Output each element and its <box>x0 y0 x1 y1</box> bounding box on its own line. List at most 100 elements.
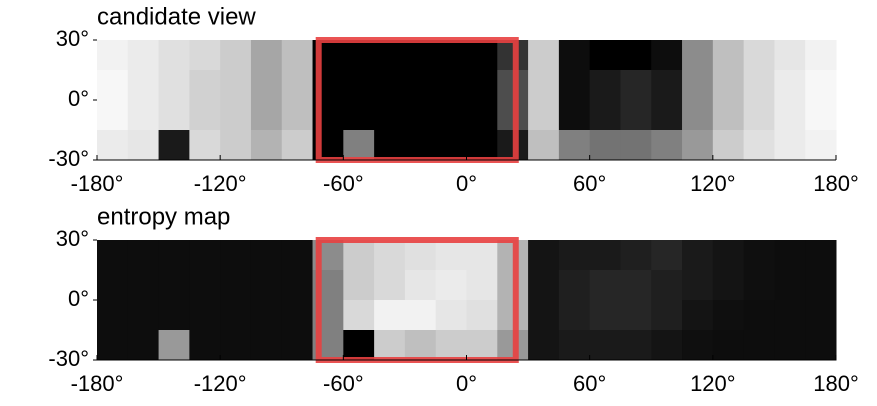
heat-cell <box>467 300 498 331</box>
heat-cell <box>251 70 282 101</box>
heat-cell <box>343 40 374 71</box>
heat-cell <box>405 330 436 361</box>
heat-cell <box>805 100 836 131</box>
heat-cell <box>620 40 651 71</box>
heat-cell <box>528 240 559 271</box>
heat-cell <box>374 70 405 101</box>
heat-cell <box>682 70 713 101</box>
heat-cell <box>744 70 775 101</box>
heat-cell <box>651 240 682 271</box>
heat-cell <box>282 300 313 331</box>
heat-cell <box>405 300 436 331</box>
heat-cell <box>97 330 128 361</box>
heat-cell <box>528 330 559 361</box>
heat-cell <box>590 40 621 71</box>
heat-cell <box>343 300 374 331</box>
heat-cell <box>559 100 590 131</box>
heat-cell <box>467 40 498 71</box>
heat-cell <box>682 300 713 331</box>
heat-cell <box>744 300 775 331</box>
heat-cell <box>159 270 190 301</box>
heat-cell <box>620 240 651 271</box>
heat-cell <box>97 270 128 301</box>
heat-cell <box>405 270 436 301</box>
heat-cell <box>774 270 805 301</box>
heat-cell <box>159 300 190 331</box>
heat-cell <box>620 70 651 101</box>
heat-cell <box>282 270 313 301</box>
x-tick-label: -60° <box>323 371 364 396</box>
heat-cell <box>189 100 220 131</box>
heat-cell <box>559 300 590 331</box>
heat-cell <box>744 270 775 301</box>
heat-cell <box>620 130 651 161</box>
heat-cell <box>590 270 621 301</box>
heat-cell <box>282 240 313 271</box>
heat-cell <box>128 130 159 161</box>
heat-cell <box>374 130 405 161</box>
heat-cell <box>97 70 128 101</box>
heat-cell <box>467 100 498 131</box>
heat-cell <box>436 70 467 101</box>
heat-cell <box>559 270 590 301</box>
x-tick-label: -120° <box>194 171 247 196</box>
heat-cell <box>651 330 682 361</box>
heat-cell <box>620 100 651 131</box>
heat-cell <box>374 270 405 301</box>
heat-cell <box>220 300 251 331</box>
x-tick-label: 0° <box>456 171 477 196</box>
heat-cell <box>713 40 744 71</box>
heat-cell <box>467 240 498 271</box>
heat-cell <box>251 270 282 301</box>
heat-cell <box>405 70 436 101</box>
heat-cell <box>774 300 805 331</box>
heat-cell <box>467 270 498 301</box>
heat-cell <box>128 240 159 271</box>
heat-cell <box>774 330 805 361</box>
heat-cell <box>713 100 744 131</box>
heat-cell <box>651 300 682 331</box>
heat-cell <box>159 330 190 361</box>
heat-cell <box>467 130 498 161</box>
heat-cell <box>528 130 559 161</box>
panel-title: entropy map <box>97 203 230 230</box>
heat-cell <box>159 130 190 161</box>
heat-cell <box>405 130 436 161</box>
y-tick-label: -30° <box>48 346 89 371</box>
heat-cell <box>467 330 498 361</box>
heat-cell <box>805 70 836 101</box>
heat-cell <box>559 70 590 101</box>
heat-cell <box>682 100 713 131</box>
x-tick-label: 60° <box>573 171 606 196</box>
x-tick-label: 180° <box>813 371 859 396</box>
heat-cell <box>682 130 713 161</box>
heat-cell <box>620 270 651 301</box>
x-tick-label: -180° <box>71 171 124 196</box>
heat-cell <box>189 130 220 161</box>
heat-cell <box>128 270 159 301</box>
heat-cell <box>374 100 405 131</box>
heat-cell <box>189 300 220 331</box>
heat-cell <box>774 240 805 271</box>
heat-cell <box>436 130 467 161</box>
heat-cell <box>744 130 775 161</box>
heat-cell <box>374 240 405 271</box>
y-tick-label: 0° <box>68 286 89 311</box>
heat-cell <box>805 240 836 271</box>
heat-cell <box>744 100 775 131</box>
heat-cell <box>651 70 682 101</box>
heat-cell <box>251 240 282 271</box>
heat-cell <box>744 40 775 71</box>
heat-cell <box>343 70 374 101</box>
heat-cell <box>343 270 374 301</box>
heat-cell <box>220 240 251 271</box>
heat-cell <box>436 300 467 331</box>
heat-cell <box>713 300 744 331</box>
x-tick-label: -180° <box>71 371 124 396</box>
heat-cell <box>251 100 282 131</box>
heat-cell <box>405 100 436 131</box>
heat-cell <box>682 240 713 271</box>
x-tick-label: -60° <box>323 171 364 196</box>
heat-cell <box>251 40 282 71</box>
heat-cell <box>436 100 467 131</box>
